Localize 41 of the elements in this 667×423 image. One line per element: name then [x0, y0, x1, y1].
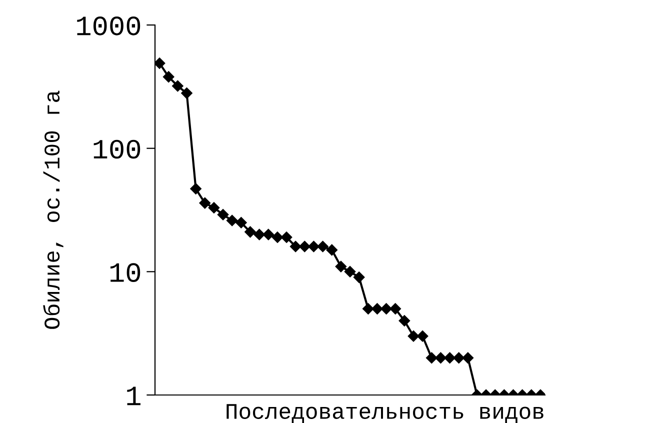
point: [380, 303, 392, 314]
point: [453, 352, 464, 364]
y-tick-label: 1: [127, 386, 140, 406]
point: [362, 303, 374, 314]
point: [372, 303, 383, 314]
point: [272, 232, 284, 243]
point: [262, 228, 274, 240]
point: [299, 240, 310, 252]
point: [181, 88, 192, 99]
point: [462, 352, 474, 364]
point: [226, 214, 238, 226]
point: [416, 330, 428, 342]
point: [280, 232, 292, 243]
point: [172, 80, 184, 92]
y-tick-label: 1000: [77, 16, 140, 36]
point: [408, 330, 420, 342]
point: [390, 303, 401, 314]
point: [244, 226, 256, 238]
point: [190, 183, 202, 194]
point: [444, 352, 456, 364]
point: [163, 71, 174, 82]
point: [326, 244, 338, 256]
point: [308, 240, 320, 252]
x-axis-title: Последовательность видов: [226, 404, 544, 423]
point: [217, 209, 229, 220]
point: [426, 352, 438, 364]
point: [398, 315, 410, 326]
point: [208, 202, 220, 214]
y-axis-title: Обилие, ос./100 га: [43, 90, 64, 329]
y-tick-label: 100: [94, 140, 140, 159]
point: [199, 197, 210, 209]
point: [236, 216, 247, 228]
point: [344, 266, 356, 278]
point: [317, 240, 328, 252]
point: [290, 240, 302, 252]
point: [254, 228, 265, 240]
point: [155, 58, 166, 69]
point: [435, 352, 446, 364]
point: [335, 260, 347, 272]
y-tick-label: 10: [110, 263, 140, 282]
point: [353, 272, 365, 283]
